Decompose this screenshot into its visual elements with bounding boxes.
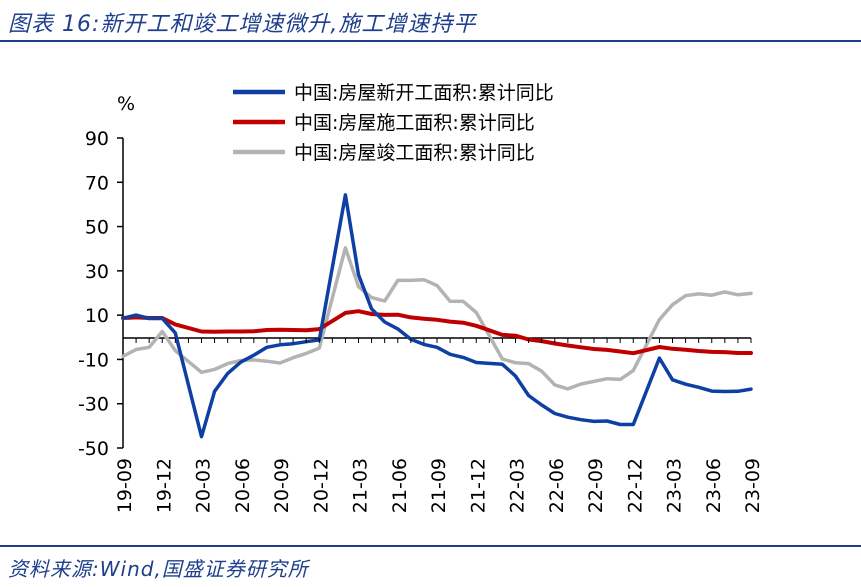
x-tick-label: 22-09 [585,458,607,513]
x-tick-label: 23-09 [742,458,764,513]
x-tick-label: 23-06 [703,458,725,513]
legend-label-0: 中国:房屋新开工面积:累计同比 [294,82,554,104]
x-tick-label: 22-06 [546,458,568,513]
x-tick-label: 23-03 [664,458,686,513]
x-tick-label: 20-03 [193,458,215,513]
x-tick-label: 21-09 [428,458,450,513]
x-tick-label: 22-12 [624,458,646,513]
figure-source: 资料来源:Wind,国盛证券研究所 [8,557,309,581]
y-tick-label: 70 [85,172,109,194]
x-tick-label: 20-12 [310,458,332,513]
series-line-0 [121,193,753,439]
y-tick-label: -10 [78,349,109,371]
x-tick-label: 20-06 [232,458,254,513]
title-rule [0,40,861,42]
legend-label-1: 中国:房屋施工面积:累计同比 [294,112,535,134]
source-rule [0,545,861,547]
legend-label-2: 中国:房屋竣工面积:累计同比 [294,142,535,164]
y-axis-label: % [117,93,135,115]
x-tick-label: 22-03 [507,458,529,513]
x-tick-label: 19-09 [114,458,136,513]
y-tick-label: 90 [85,128,109,150]
y-tick-label: 30 [85,261,109,283]
x-tick-label: 21-06 [389,458,411,513]
x-tick-label: 20-09 [271,458,293,513]
y-tick-label: -30 [78,394,109,416]
y-tick-label: 50 [85,217,109,239]
x-tick-label: 19-12 [153,458,175,513]
x-tick-label: 21-03 [350,458,372,513]
series-line-2 [121,246,753,391]
y-tick-label: -50 [78,438,109,460]
series-line-1 [121,309,753,356]
x-tick-label: 21-12 [467,458,489,513]
y-tick-label: 10 [85,305,109,327]
figure-title: 图表 16:新开工和竣工增速微升,施工增速持平 [8,12,477,37]
